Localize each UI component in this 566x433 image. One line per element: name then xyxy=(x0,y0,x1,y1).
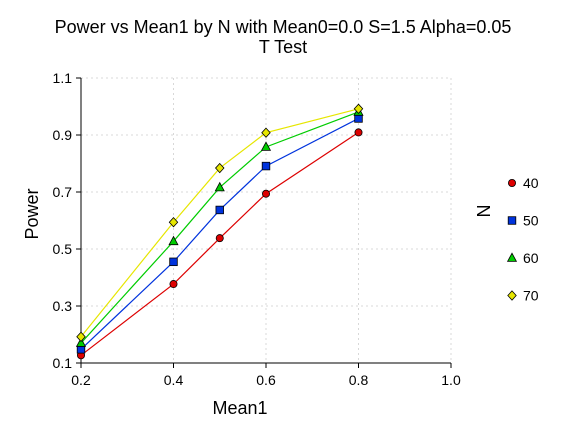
series-n-50 xyxy=(76,114,363,354)
series-n-40 xyxy=(77,128,363,360)
legend-title: N xyxy=(474,205,494,218)
legend-marker xyxy=(506,252,518,262)
data-point xyxy=(76,331,86,342)
data-point xyxy=(75,337,87,347)
y-tick-label: 0.5 xyxy=(53,241,73,257)
x-axis-title: Mean1 xyxy=(212,398,267,418)
data-point xyxy=(214,181,225,192)
data-point xyxy=(169,280,178,289)
legend-marker xyxy=(507,216,517,225)
axes: 0.2 0.4 0.6 0.8 1.0 0.1 0.3 0.5 0.7 0.9 1.1 xyxy=(53,70,461,388)
series-n-70 xyxy=(76,103,364,342)
data-point xyxy=(261,161,271,171)
data-point xyxy=(169,257,178,267)
legend-marker xyxy=(507,290,517,301)
data-point xyxy=(260,141,272,151)
y-tick-label: 0.1 xyxy=(53,355,73,371)
data-point xyxy=(354,128,363,137)
y-axis-title: Power xyxy=(22,188,42,239)
series-layer xyxy=(75,103,364,360)
series-line-n-60 xyxy=(80,111,359,344)
series-line-n-50 xyxy=(80,117,359,350)
y-tick-label: 0.7 xyxy=(53,184,73,200)
legend-item-n-60: 60 xyxy=(506,250,539,266)
legend-label: 60 xyxy=(523,250,539,266)
chart-title: Power vs Mean1 by N with Mean0=0.0 S=1.5… xyxy=(55,17,512,37)
legend-label: 70 xyxy=(523,288,539,304)
chart-subtitle: T Test xyxy=(259,37,307,57)
series-n-60 xyxy=(75,106,364,347)
data-point xyxy=(215,234,224,243)
data-point xyxy=(261,127,271,138)
data-point xyxy=(168,235,179,246)
y-tick-label: 0.3 xyxy=(53,298,73,314)
y-tick-label: 0.9 xyxy=(53,127,73,143)
data-point xyxy=(261,189,270,198)
x-tick-label: 0.6 xyxy=(256,372,276,388)
x-tick-label: 1.0 xyxy=(441,372,461,388)
data-point xyxy=(353,103,364,114)
data-point xyxy=(354,114,363,123)
legend: 40 50 60 70 xyxy=(506,175,539,304)
grid-lines xyxy=(80,77,452,364)
legend-marker xyxy=(507,178,516,187)
x-tick-label: 0.4 xyxy=(164,372,184,388)
legend-label: 50 xyxy=(523,213,539,229)
legend-item-n-50: 50 xyxy=(507,213,539,229)
y-tick-label: 1.1 xyxy=(53,70,73,86)
x-tick-label: 0.8 xyxy=(349,372,369,388)
legend-item-n-70: 70 xyxy=(507,288,539,304)
data-point xyxy=(215,162,225,174)
data-point xyxy=(215,205,224,215)
legend-item-n-40: 40 xyxy=(507,175,539,191)
data-point xyxy=(168,217,179,228)
series-line-n-70 xyxy=(80,108,359,338)
x-tick-label: 0.2 xyxy=(71,372,91,388)
legend-label: 40 xyxy=(523,175,539,191)
